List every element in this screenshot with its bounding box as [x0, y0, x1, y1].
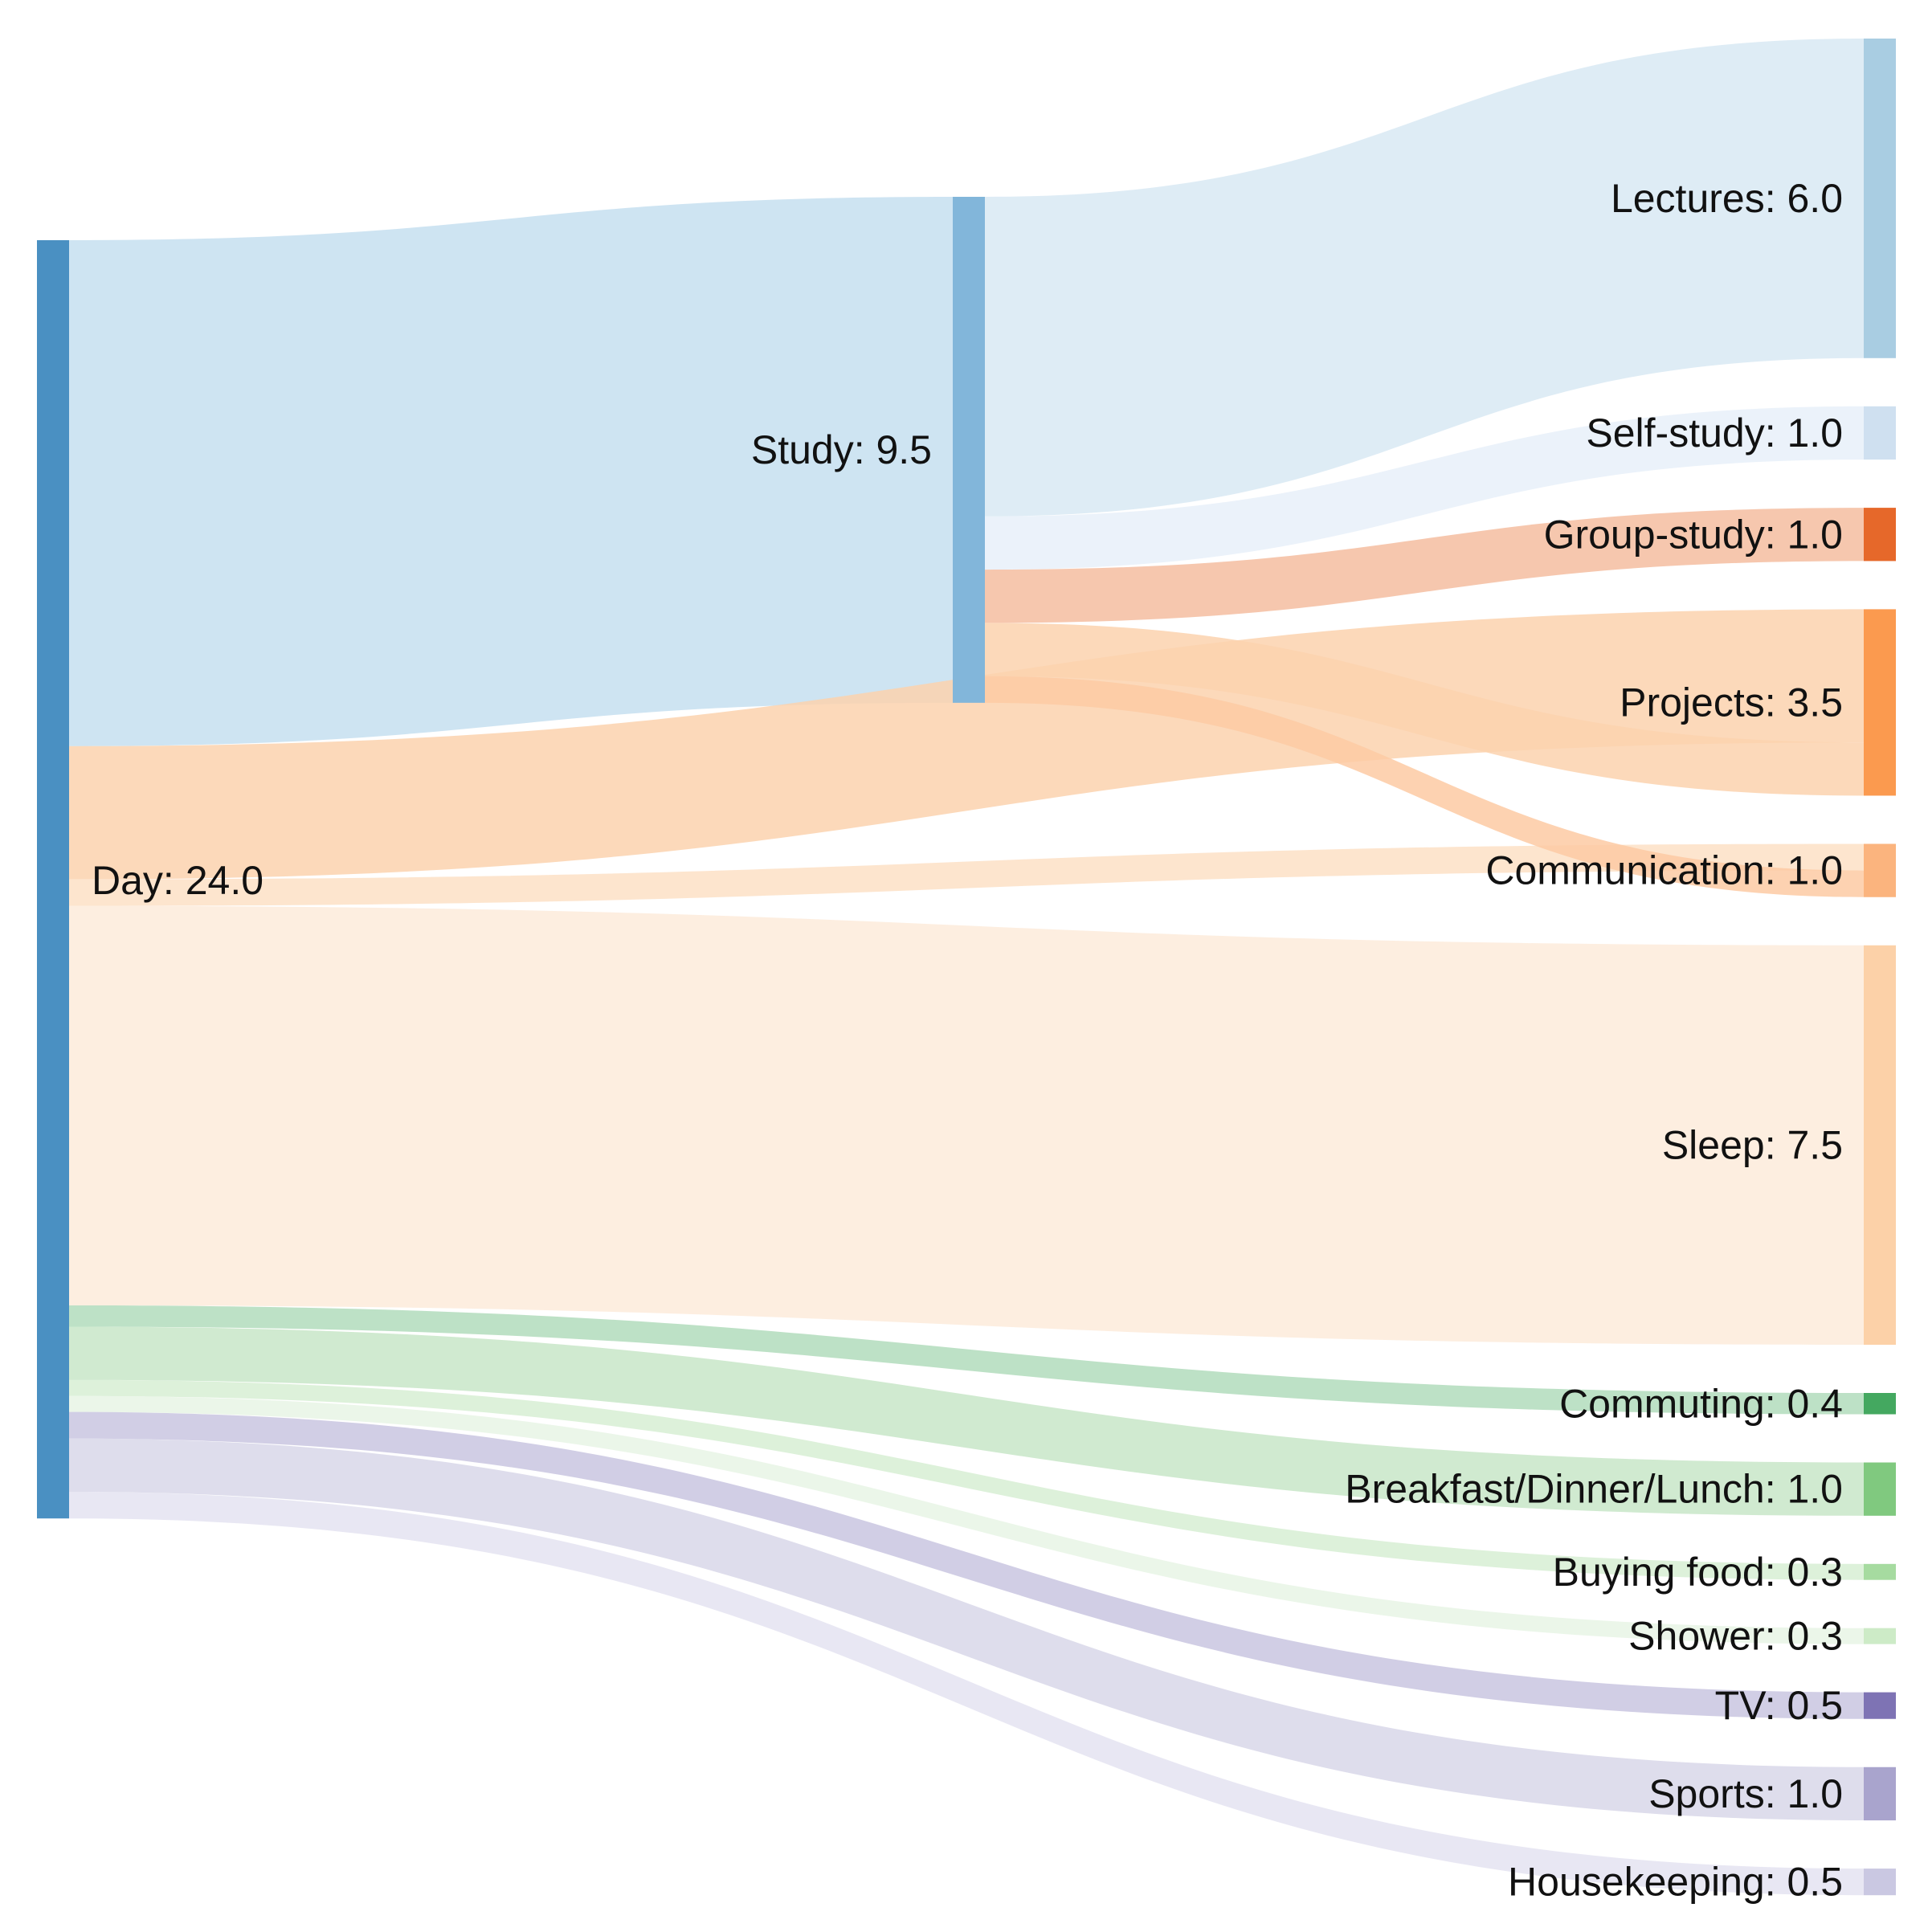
nodes-layer: [37, 39, 1896, 1896]
label-shower: Shower: 0.3: [1628, 1614, 1843, 1659]
label-study: Study: 9.5: [751, 427, 932, 472]
label-projects: Projects: 3.5: [1620, 680, 1843, 725]
label-lectures: Lectures: 6.0: [1611, 176, 1843, 221]
label-tv: TV: 0.5: [1715, 1683, 1843, 1728]
node-lectures: [1864, 39, 1896, 358]
node-communication: [1864, 843, 1896, 897]
link-study-to-lectures: [985, 39, 1864, 517]
link-day-to-sports: [69, 1438, 1864, 1821]
link-study-to-groupstudy: [985, 508, 1864, 623]
link-day-to-shower: [69, 1395, 1864, 1644]
link-day-to-sleep: [69, 905, 1864, 1345]
node-meals: [1864, 1462, 1896, 1516]
link-day-to-commuting: [69, 1305, 1864, 1415]
label-sports: Sports: 1.0: [1648, 1771, 1843, 1816]
node-groupstudy: [1864, 508, 1896, 562]
node-sports: [1864, 1767, 1896, 1821]
node-tv: [1864, 1692, 1896, 1719]
link-day-to-projects: [69, 609, 1864, 880]
node-projects: [1864, 609, 1896, 796]
node-buyingfood: [1864, 1563, 1896, 1580]
link-study-to-selfstudy: [985, 406, 1864, 570]
node-housekeeping: [1864, 1869, 1896, 1896]
label-commuting: Commuting: 0.4: [1559, 1381, 1843, 1426]
label-meals: Breakfast/Dinner/Lunch: 1.0: [1345, 1467, 1843, 1512]
link-study-to-communication: [985, 676, 1864, 897]
labels-layer: Day: 24.0 Study: 9.5 Lectures: 6.0 Self-stu…: [92, 176, 1843, 1905]
link-day-to-buyingfood: [69, 1379, 1864, 1580]
link-study-to-projects: [985, 623, 1864, 796]
label-buyingfood: Buying food: 0.3: [1553, 1550, 1843, 1595]
label-day: Day: 24.0: [92, 858, 263, 903]
links-layer: [69, 39, 1864, 1896]
label-communication: Communication: 1.0: [1485, 848, 1843, 893]
node-commuting: [1864, 1393, 1896, 1415]
node-selfstudy: [1864, 406, 1896, 460]
link-day-to-housekeeping: [69, 1492, 1864, 1896]
node-day: [37, 240, 69, 1519]
label-groupstudy: Group-study: 1.0: [1544, 512, 1843, 557]
label-sleep: Sleep: 7.5: [1662, 1122, 1843, 1167]
label-housekeeping: Housekeeping: 0.5: [1508, 1860, 1843, 1905]
label-selfstudy: Self-study: 1.0: [1586, 410, 1843, 455]
link-day-to-communication: [69, 843, 1864, 906]
node-study: [953, 197, 985, 703]
link-day-to-meals: [69, 1326, 1864, 1516]
link-day-to-tv: [69, 1411, 1864, 1719]
node-shower: [1864, 1628, 1896, 1644]
link-day-to-study: [69, 197, 953, 746]
node-sleep: [1864, 945, 1896, 1345]
